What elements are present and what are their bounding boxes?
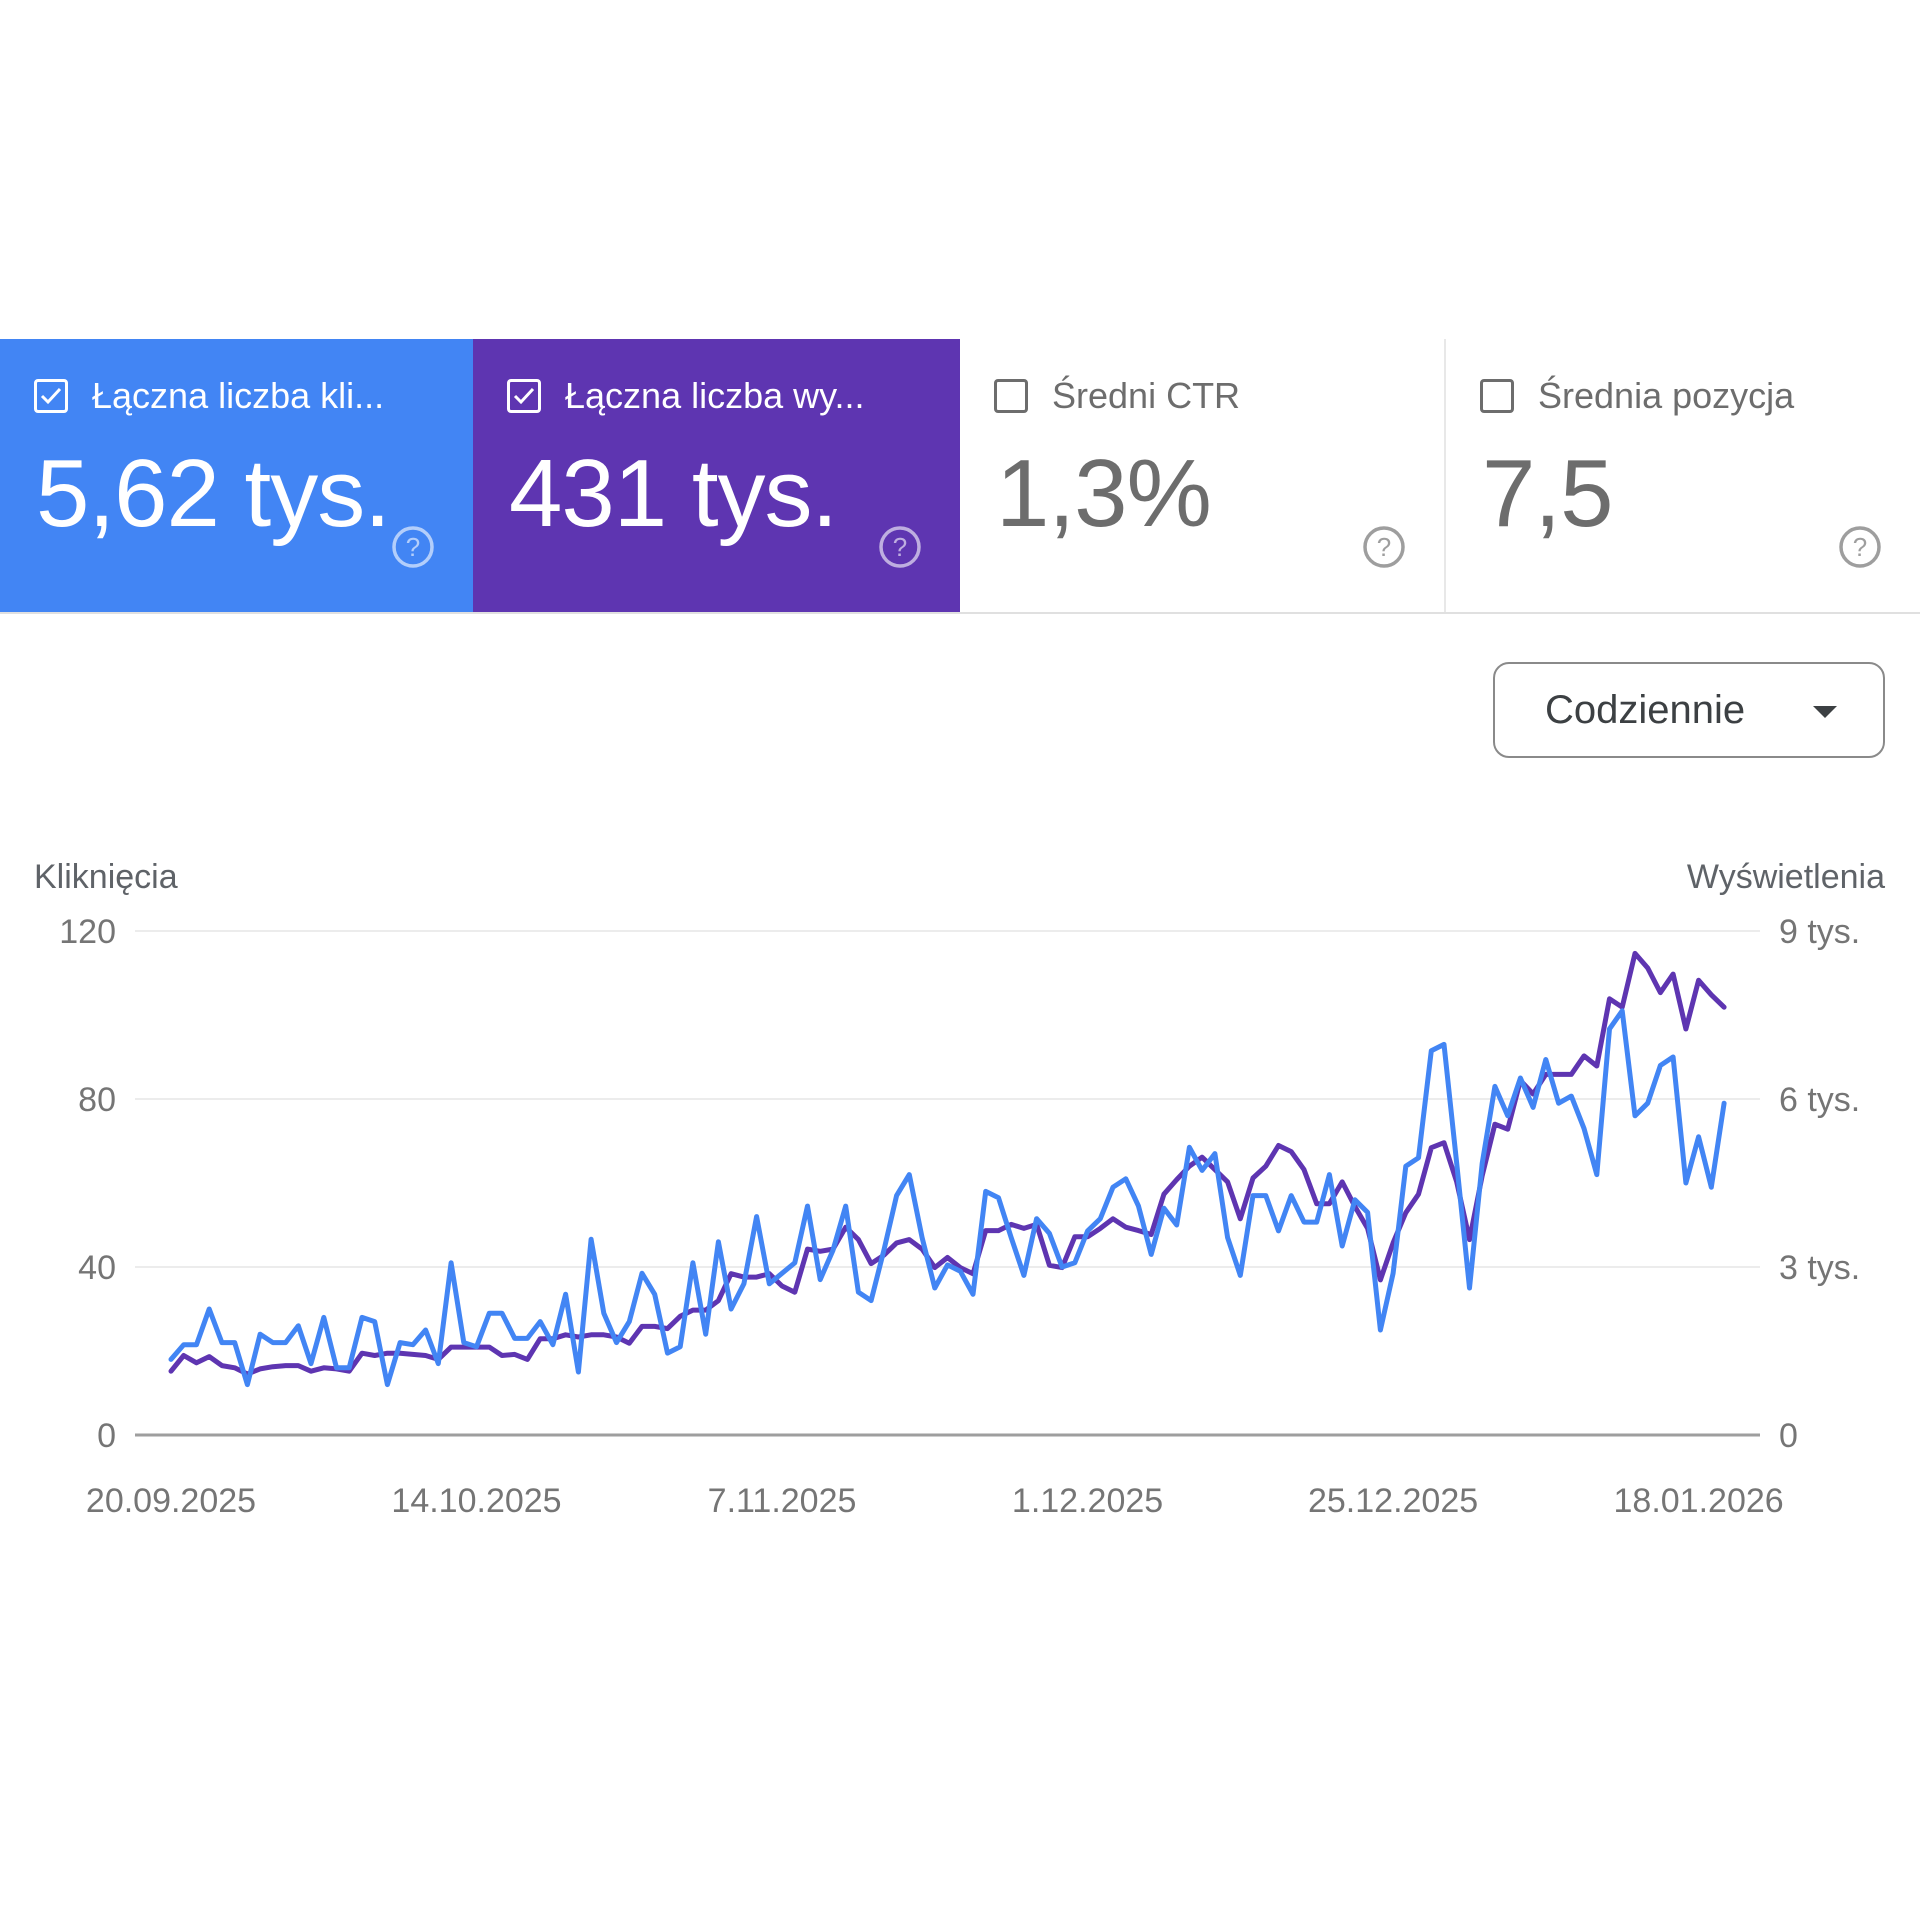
metric-card-impressions[interactable]: Łączna liczba wy... 431 tys. ? [473,339,960,612]
checkbox-unchecked-icon[interactable] [994,379,1028,413]
y-right-tick-label: 3 tys. [1779,1249,1860,1287]
metric-cards: Łączna liczba kli... 5,62 tys. ? Łączna … [0,339,1920,614]
svg-text:?: ? [1377,532,1391,562]
caret-down-icon [1813,706,1837,718]
metric-card-clicks[interactable]: Łączna liczba kli... 5,62 tys. ? [0,339,473,612]
svg-text:?: ? [406,532,420,562]
metric-label: Średni CTR [1052,375,1241,416]
help-circle-icon[interactable]: ? [878,525,922,569]
x-tick-label: 7.11.2025 [708,1482,857,1520]
y-left-tick-label: 80 [78,1081,116,1119]
x-tick-label: 1.12.2025 [1012,1482,1163,1520]
y-right-tick-label: 0 [1779,1417,1798,1455]
svg-text:?: ? [1853,532,1867,562]
svg-text:?: ? [893,532,907,562]
x-tick-label: 18.01.2026 [1614,1482,1784,1520]
y-right-tick-label: 9 tys. [1779,913,1860,951]
help-circle-icon[interactable]: ? [391,525,435,569]
help-circle-icon[interactable]: ? [1362,525,1406,569]
x-tick-label: 14.10.2025 [391,1482,561,1520]
y-right-tick-label: 6 tys. [1779,1081,1860,1119]
metric-value: 7,5 [1482,440,1613,547]
checkbox-checked-icon[interactable] [34,379,68,413]
help-circle-icon[interactable]: ? [1838,525,1882,569]
metric-value: 1,3% [996,440,1212,547]
granularity-selected: Codziennie [1545,688,1746,732]
y-left-axis-title: Kliknięcia [34,858,178,896]
metric-label: Łączna liczba kli... [92,375,385,416]
y-left-tick-label: 40 [78,1249,116,1287]
granularity-dropdown[interactable]: Codziennie [1493,662,1885,758]
metric-label: Łączna liczba wy... [565,375,865,416]
checkbox-unchecked-icon[interactable] [1480,379,1514,413]
checkbox-checked-icon[interactable] [507,379,541,413]
x-tick-label: 25.12.2025 [1308,1482,1478,1520]
metric-value: 431 tys. [509,440,838,547]
y-right-axis-title: Wyświetlenia [1686,858,1885,896]
metric-label: Średnia pozycja [1538,375,1795,416]
metric-card-ctr[interactable]: Średni CTR 1,3% ? [960,339,1446,612]
clicks-series-line [168,1008,1727,1388]
metric-card-position[interactable]: Średnia pozycja 7,5 ? [1446,339,1920,612]
impressions-series-line [168,950,1727,1377]
x-tick-label: 20.09.2025 [86,1482,256,1520]
metric-value: 5,62 tys. [36,440,391,547]
y-left-tick-label: 120 [59,913,116,951]
y-left-tick-label: 0 [97,1417,116,1455]
